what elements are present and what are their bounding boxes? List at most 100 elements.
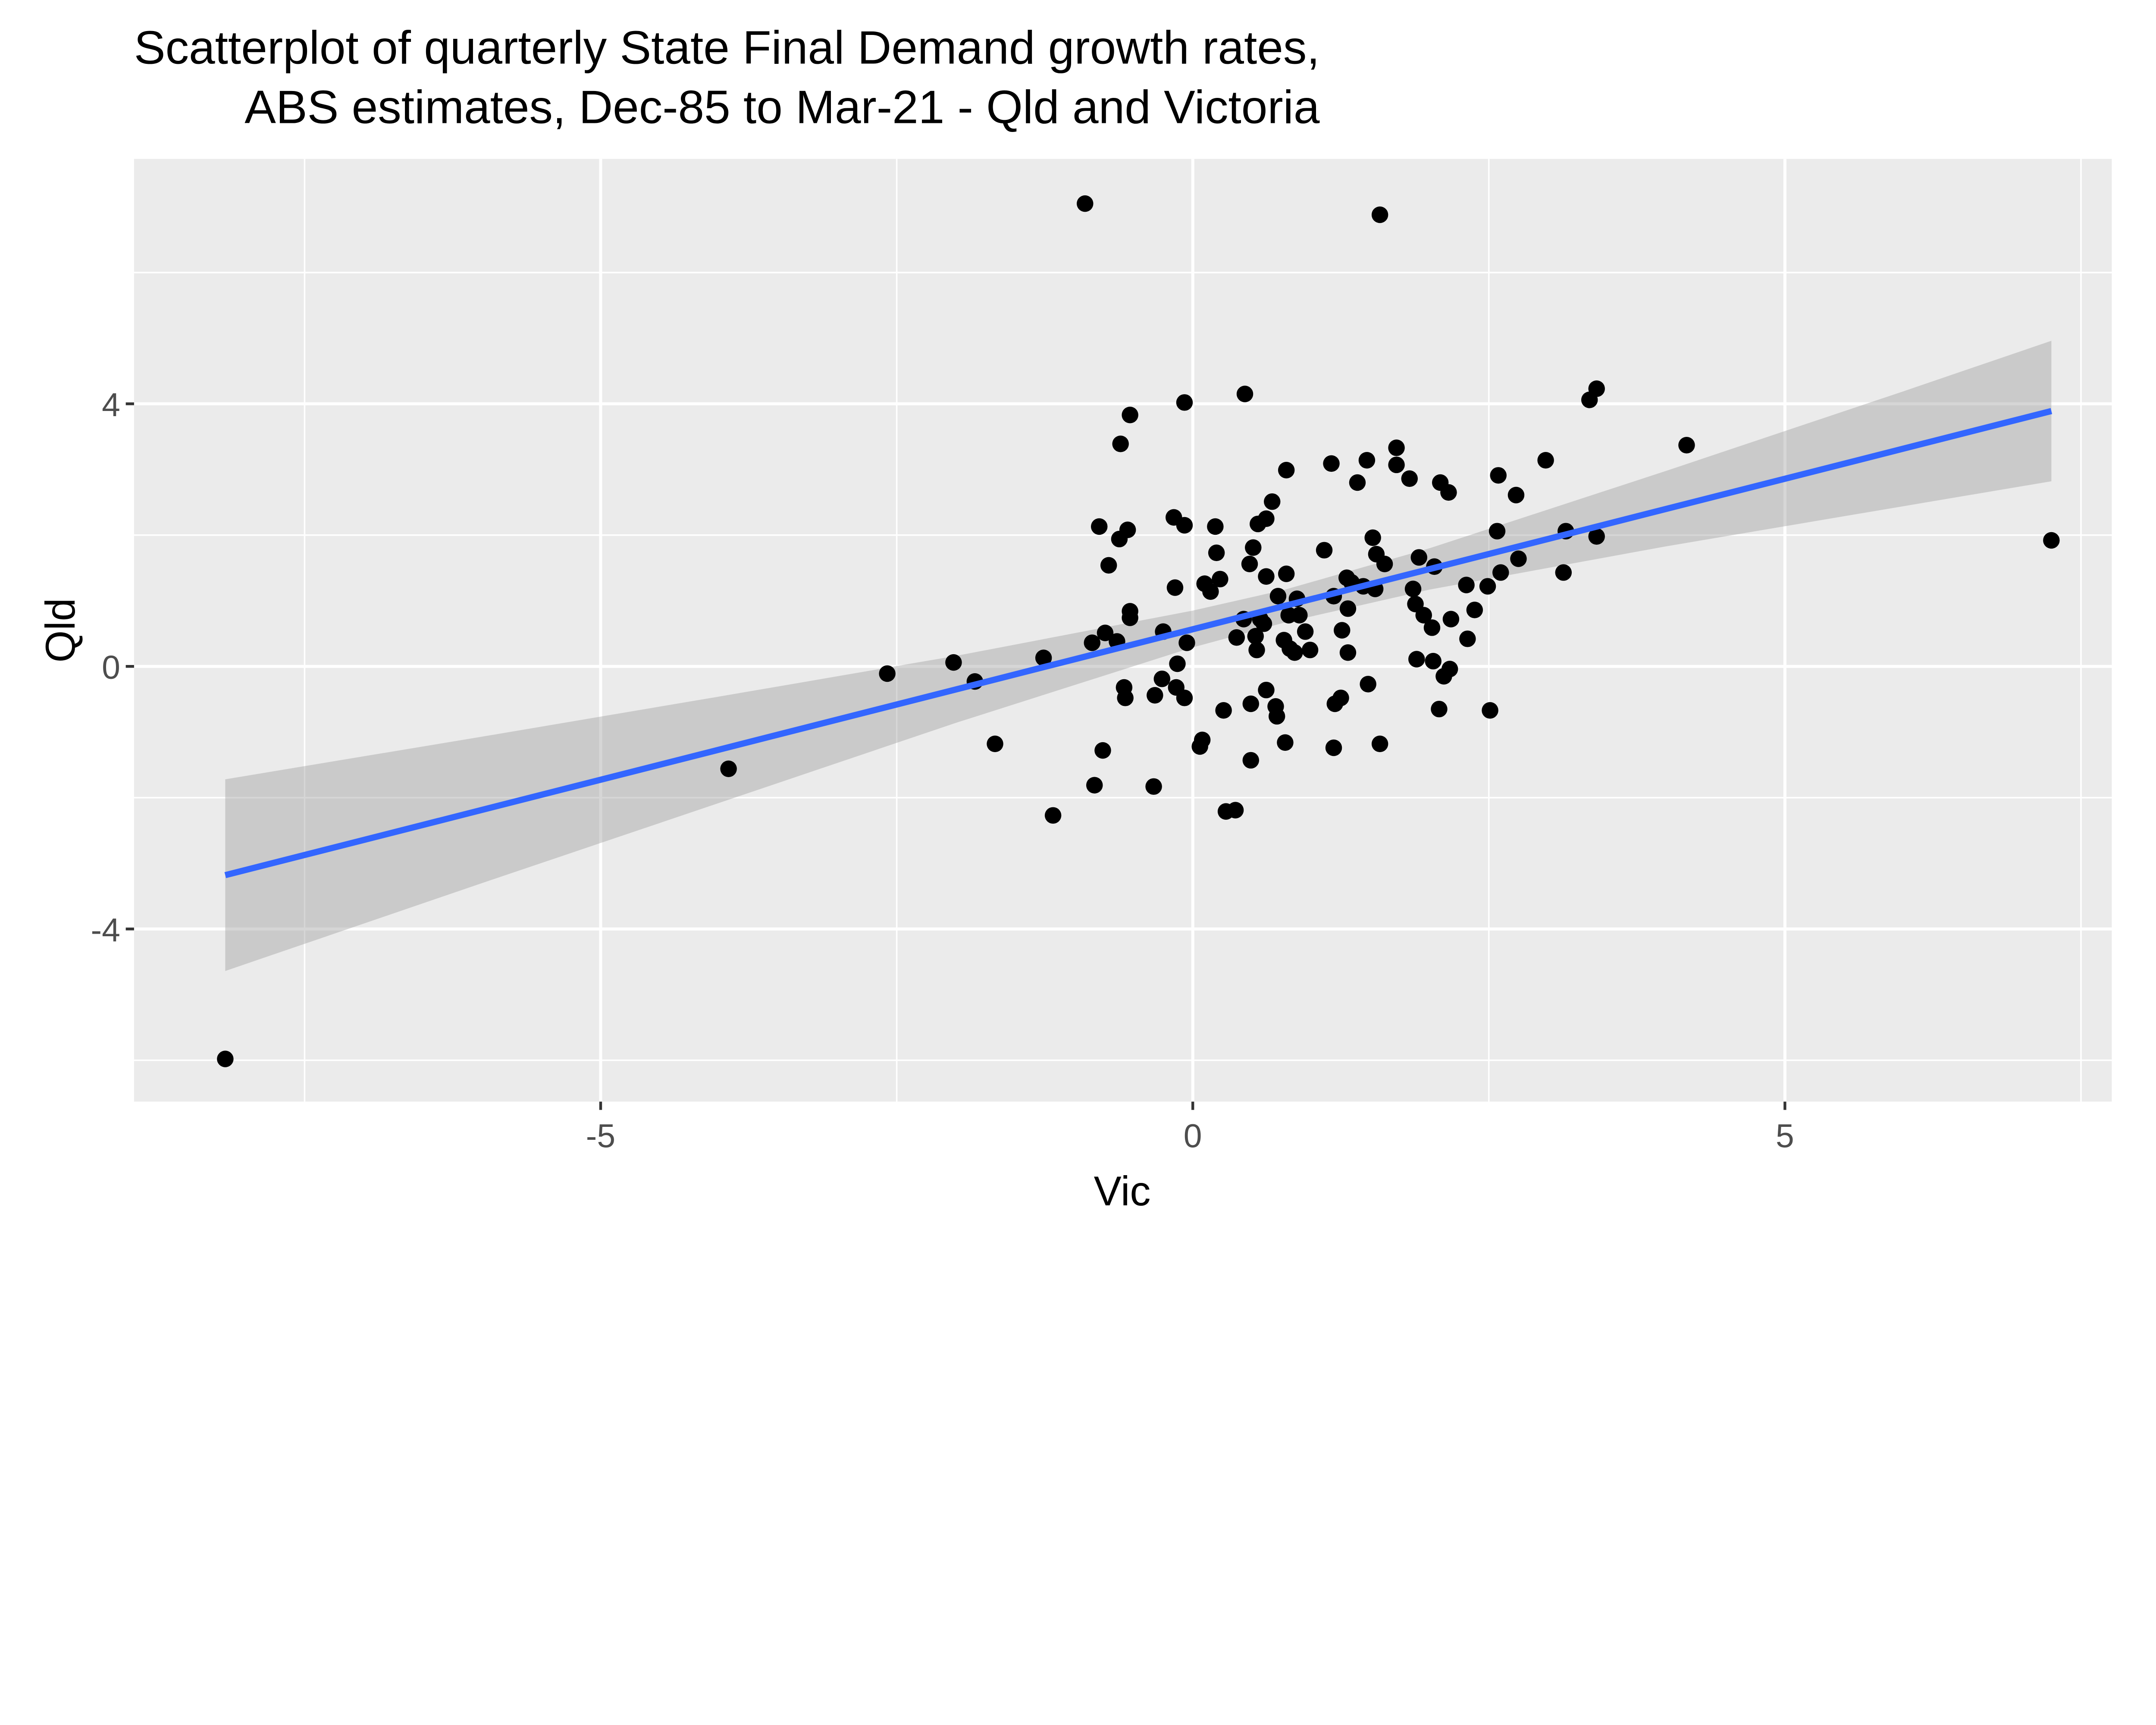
data-point xyxy=(1376,555,1393,573)
data-point xyxy=(1440,484,1457,501)
data-point xyxy=(1323,455,1340,472)
data-point xyxy=(1145,778,1162,795)
data-point xyxy=(1401,470,1418,487)
data-point xyxy=(1194,731,1211,748)
x-axis-ticks: -5 0 5 xyxy=(586,1101,1794,1154)
data-point xyxy=(1425,652,1442,670)
y-axis-ticks: -4 0 4 xyxy=(91,386,134,949)
data-point xyxy=(1479,578,1496,595)
data-point xyxy=(1458,577,1475,593)
data-point xyxy=(1388,439,1405,456)
data-point xyxy=(1297,623,1314,640)
data-point xyxy=(217,1051,234,1067)
data-point xyxy=(1268,708,1285,725)
y-tick-label: 0 xyxy=(102,649,120,686)
data-point xyxy=(1334,622,1351,639)
data-point xyxy=(1358,452,1376,469)
data-point xyxy=(1510,550,1527,567)
data-point xyxy=(1086,777,1103,794)
data-point xyxy=(1459,630,1476,647)
data-point xyxy=(1215,702,1232,719)
regression-line xyxy=(224,408,2053,878)
data-point xyxy=(1178,634,1195,651)
data-point xyxy=(1489,523,1506,539)
chart-title-line-2: ABS estimates, Dec-85 to Mar-21 - Qld an… xyxy=(244,81,1320,133)
data-point xyxy=(1176,394,1193,411)
data-point xyxy=(1084,634,1100,651)
x-tick-label: -5 xyxy=(586,1117,615,1154)
data-point xyxy=(1077,195,1094,212)
data-point xyxy=(1202,583,1219,600)
data-point xyxy=(1227,802,1244,819)
y-tick-label: -4 xyxy=(91,912,120,949)
data-point xyxy=(1228,629,1245,646)
data-point xyxy=(1332,690,1349,706)
data-point xyxy=(1147,687,1163,704)
data-point xyxy=(1255,615,1272,632)
data-point xyxy=(1248,641,1265,659)
data-point xyxy=(1242,695,1260,712)
data-point xyxy=(1277,734,1294,751)
data-point xyxy=(1360,676,1376,693)
data-point xyxy=(1316,542,1333,559)
data-point xyxy=(1349,474,1366,491)
confidence-band xyxy=(225,341,2052,971)
data-point xyxy=(987,735,1003,753)
data-point xyxy=(1441,661,1458,677)
data-point xyxy=(1364,529,1381,546)
data-point xyxy=(1166,579,1184,596)
data-point xyxy=(1588,380,1605,397)
data-point xyxy=(1094,742,1111,759)
data-point xyxy=(1269,588,1287,605)
data-point xyxy=(1555,564,1572,581)
data-point xyxy=(1044,807,1062,824)
chart-title-line-1: Scatterplot of quarterly State Final Dem… xyxy=(134,21,1320,74)
data-point xyxy=(1278,565,1295,582)
data-point xyxy=(1371,735,1388,753)
data-point xyxy=(1035,649,1052,666)
data-point xyxy=(1339,644,1357,661)
data-point xyxy=(1236,386,1253,402)
data-point xyxy=(1097,624,1114,641)
data-point xyxy=(1117,690,1134,706)
data-point xyxy=(1207,518,1224,535)
data-point xyxy=(1404,580,1422,597)
x-axis-label: Vic xyxy=(1094,1168,1151,1214)
points xyxy=(217,195,2060,1067)
data-point xyxy=(1423,619,1441,636)
data-point xyxy=(1241,555,1258,573)
data-point xyxy=(1431,700,1448,718)
data-point xyxy=(1245,539,1262,556)
data-point xyxy=(879,665,896,682)
data-point xyxy=(1482,702,1498,719)
data-point xyxy=(1410,549,1427,566)
scatter-chart: Scatterplot of quarterly State Final Dem… xyxy=(38,21,2112,1214)
data-point xyxy=(1247,628,1264,645)
data-point xyxy=(1537,452,1554,469)
data-point xyxy=(1442,611,1460,627)
data-point xyxy=(1153,670,1171,687)
data-point xyxy=(1112,435,1129,452)
data-point xyxy=(1588,528,1605,545)
plot-panel xyxy=(134,159,2112,1102)
data-point xyxy=(1208,544,1225,561)
data-point xyxy=(1258,568,1275,585)
data-point xyxy=(1339,600,1357,617)
data-point xyxy=(1258,510,1275,527)
data-point xyxy=(1091,518,1108,535)
data-point xyxy=(720,760,737,777)
data-point xyxy=(1415,607,1432,624)
data-point xyxy=(1258,681,1275,699)
data-point xyxy=(1466,602,1483,618)
data-point xyxy=(1122,609,1138,626)
data-point xyxy=(2043,532,2060,549)
data-point xyxy=(1371,206,1388,223)
data-point xyxy=(1507,486,1525,504)
data-point xyxy=(1291,607,1308,624)
data-point xyxy=(1100,557,1117,574)
y-axis-label: Qld xyxy=(38,598,84,663)
y-tick-label: 4 xyxy=(102,386,120,423)
x-tick-label: 5 xyxy=(1776,1117,1794,1154)
data-point xyxy=(1263,493,1281,510)
data-point xyxy=(1286,644,1303,661)
